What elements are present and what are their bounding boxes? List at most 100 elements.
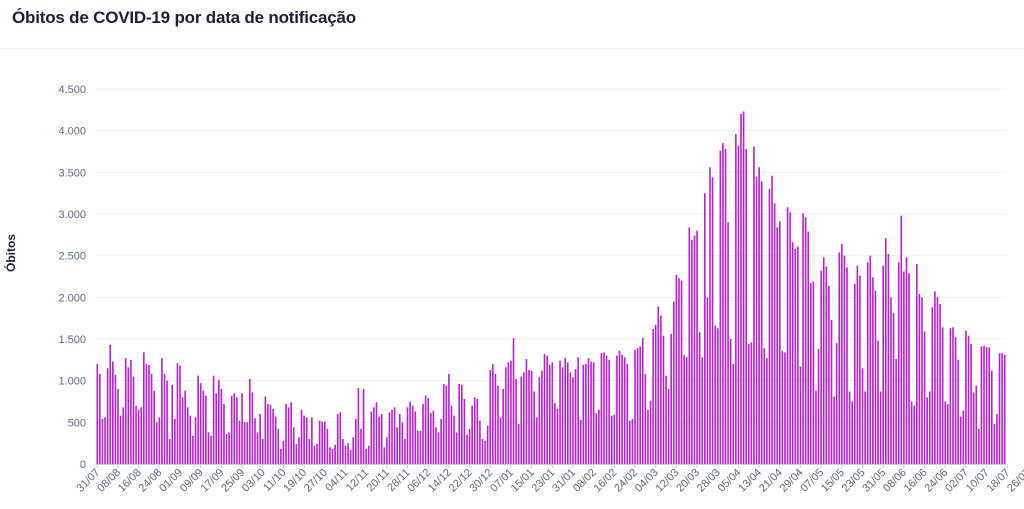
bar [618, 350, 621, 464]
bar [947, 404, 949, 464]
bar [941, 327, 944, 464]
bar [970, 344, 972, 464]
bar [698, 332, 701, 464]
bar [716, 328, 719, 464]
bar [225, 434, 228, 464]
bar [308, 439, 311, 464]
bar [665, 375, 667, 464]
bar [879, 391, 882, 464]
bar [261, 439, 264, 464]
bar [949, 328, 952, 464]
bar [179, 365, 181, 464]
x-tick-labels: 31/0708/0816/0824/0801/0909/0917/0925/09… [74, 467, 1024, 495]
bar [745, 149, 747, 464]
bar [747, 344, 750, 464]
bar [417, 430, 419, 464]
bar [853, 284, 856, 464]
bar [838, 252, 841, 464]
bar [528, 369, 530, 464]
bar [696, 230, 698, 464]
y-tick-label: 4.500 [58, 84, 86, 96]
bar [357, 388, 360, 464]
bar [489, 369, 492, 464]
bar [582, 364, 585, 464]
bar [367, 445, 370, 464]
y-tick-label: 2.500 [58, 251, 86, 263]
chart-title: Óbitos de COVID-19 por data de notificaç… [12, 8, 356, 27]
bar [541, 370, 543, 464]
bar [347, 443, 349, 464]
bar [900, 215, 903, 464]
bar [830, 319, 833, 464]
bar [153, 390, 155, 464]
bar [140, 407, 143, 464]
bar [807, 231, 810, 464]
bar [215, 393, 218, 464]
bar [272, 409, 274, 464]
bar [326, 429, 329, 464]
bar [820, 270, 822, 464]
bar [174, 419, 176, 464]
bar [874, 290, 877, 464]
bar [913, 405, 916, 464]
bar [512, 338, 515, 464]
bar [290, 402, 292, 464]
bar [246, 422, 249, 464]
bar [112, 361, 114, 464]
bar [672, 301, 675, 464]
bar [184, 390, 186, 464]
y-tick-label: 4.000 [58, 126, 86, 138]
bar [551, 362, 554, 464]
bar [727, 222, 729, 464]
bar [872, 277, 874, 464]
bar [535, 417, 538, 464]
bar [303, 415, 305, 464]
bar [122, 407, 124, 464]
bar [918, 294, 921, 464]
bar [959, 416, 962, 464]
bar [967, 335, 970, 464]
bar [349, 449, 352, 464]
bar [954, 337, 957, 464]
bar [864, 391, 866, 464]
bar [409, 401, 411, 464]
bar [657, 306, 660, 464]
bar [639, 346, 641, 464]
bar [768, 189, 771, 464]
bar [724, 149, 727, 464]
bar [944, 401, 947, 464]
bar [856, 265, 859, 464]
bar [996, 414, 998, 464]
bar [603, 352, 605, 464]
bar [577, 357, 579, 464]
bar [254, 418, 256, 464]
bar [414, 411, 417, 464]
bar [962, 410, 965, 464]
bar [370, 411, 373, 464]
bar [1001, 353, 1003, 464]
bar [654, 324, 657, 464]
x-tick-label: 20/11 [365, 467, 392, 494]
bar [691, 239, 693, 464]
bar [980, 346, 983, 464]
bar [124, 358, 127, 464]
bar [323, 421, 326, 464]
bar [285, 404, 287, 464]
bar [388, 412, 391, 464]
bar [714, 325, 716, 464]
bar [755, 176, 758, 464]
bar [311, 417, 313, 464]
bar [517, 424, 520, 464]
bar [776, 227, 779, 464]
bar [321, 421, 324, 464]
bar [318, 420, 321, 464]
bar [760, 181, 763, 464]
bar [365, 449, 367, 464]
bar [137, 409, 140, 464]
bar [985, 347, 988, 464]
bar [895, 359, 897, 464]
bar [298, 437, 300, 464]
bar [186, 407, 189, 464]
bar [916, 264, 918, 464]
bar [719, 150, 722, 464]
